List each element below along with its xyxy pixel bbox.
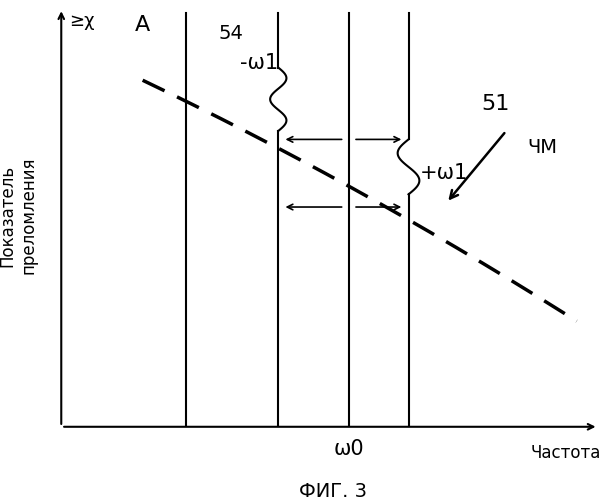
Text: +ω1: +ω1 <box>420 163 468 183</box>
Text: -ω1: -ω1 <box>240 54 278 74</box>
Text: ФИГ. 3: ФИГ. 3 <box>299 482 367 500</box>
Text: A: A <box>135 16 150 36</box>
Text: 51: 51 <box>481 94 510 114</box>
Text: ≥χ: ≥χ <box>69 12 95 30</box>
Text: Частота: Частота <box>531 444 601 462</box>
Text: Показатель
преломления: Показатель преломления <box>0 156 37 274</box>
Text: 54: 54 <box>219 24 243 43</box>
Text: ЧМ: ЧМ <box>528 138 558 158</box>
Text: ω0: ω0 <box>334 440 364 460</box>
